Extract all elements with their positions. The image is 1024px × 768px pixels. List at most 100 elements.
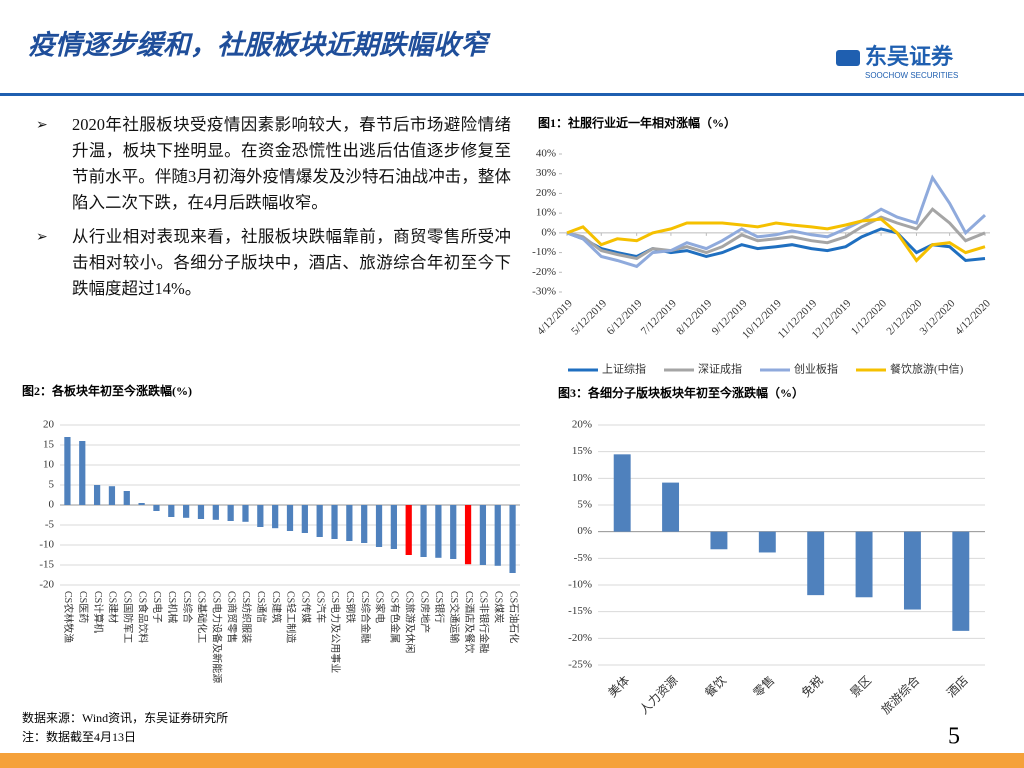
bar [405, 505, 412, 555]
bar [346, 505, 353, 541]
y-tick-label: -25% [568, 659, 592, 671]
bar [108, 486, 116, 505]
line-series [566, 207, 986, 261]
x-tick-label: CS煤炭 [492, 591, 505, 623]
y-tick-label: -20 [39, 579, 54, 591]
bar [855, 531, 873, 598]
x-tick-label: 旅游综合 [878, 672, 923, 717]
bar [316, 505, 323, 537]
line-series [566, 217, 986, 263]
legend-label: 餐饮旅游(中信) [890, 362, 964, 376]
x-tick-label: CS酒店及餐饮 [463, 591, 476, 653]
logo-icon [836, 50, 860, 66]
x-tick-label: CS建筑 [270, 591, 283, 623]
x-tick-label: 4/12/2020 [953, 297, 993, 337]
x-tick-label: CS家电 [374, 591, 387, 623]
x-tick-label: 景区 [847, 673, 874, 700]
legend-label: 创业板指 [794, 362, 838, 376]
bar [464, 505, 472, 565]
x-tick-label: CS钢铁 [344, 591, 357, 623]
bar [64, 437, 71, 505]
bar [331, 505, 338, 539]
bar [301, 505, 308, 533]
y-tick-label: 20% [536, 187, 556, 199]
x-tick-label: CS农林牧渔 [62, 591, 75, 643]
x-tick-label: CS国防军工 [121, 591, 134, 643]
x-tick-label: CS综合金融 [359, 591, 372, 643]
y-tick-label: -20% [532, 266, 556, 278]
x-tick-label: CS食品饮料 [136, 591, 149, 643]
y-tick-label: 5 [49, 479, 55, 491]
bar [420, 505, 427, 557]
x-tick-label: 7/12/2019 [639, 297, 679, 337]
logo-subtext: SOOCHOW SECURITIES [865, 71, 958, 80]
bar [435, 505, 442, 558]
x-tick-label: 3/12/2020 [917, 297, 957, 337]
bar [390, 505, 397, 549]
y-tick-label: -10% [532, 246, 556, 258]
footer-bar [0, 753, 1024, 768]
slide-title: 疫情逐步缓和，社服板块近期跌幅收窄 [28, 30, 491, 60]
header-rule [0, 93, 1024, 96]
x-tick-label: 8/12/2019 [674, 297, 714, 337]
x-tick-label: 酒店 [944, 673, 971, 700]
bar [361, 505, 368, 543]
line-series [566, 227, 986, 263]
x-tick-label: CS商贸零售 [225, 591, 238, 643]
x-tick-label: CS石油石化 [507, 591, 520, 643]
x-tick-label: CS电力设备及新能源 [211, 591, 224, 683]
y-tick-label: 20 [43, 419, 55, 431]
x-tick-label: 零售 [750, 672, 778, 700]
y-tick-label: 10% [572, 472, 592, 484]
footer-source: 数据来源：Wind资讯，东吴证券研究所 [22, 710, 228, 725]
bar [272, 505, 279, 529]
y-tick-label: 15 [43, 439, 55, 451]
x-tick-label: CS医药 [77, 591, 89, 623]
bar [613, 454, 631, 532]
chart-title: 图1：社服行业近一年相对涨幅（%） [538, 115, 736, 130]
x-tick-label: CS银行 [433, 591, 446, 623]
x-tick-label: CS机械 [166, 591, 179, 623]
y-tick-label: 10 [43, 459, 55, 471]
y-tick-label: 30% [536, 167, 556, 179]
x-tick-label: CS电力及公用事业 [329, 591, 342, 673]
y-tick-label: -15 [39, 559, 54, 571]
page-number: 5 [948, 724, 960, 750]
bar [168, 505, 175, 517]
bar [286, 505, 294, 531]
y-tick-label: -5 [45, 519, 55, 531]
x-tick-label: CS房地产 [418, 591, 431, 633]
bullet: 2020年社服板块受疫情因素影响较大，春节后市场避险情绪升温，板块下挫明显。在资… [36, 112, 511, 216]
bar [952, 531, 970, 631]
x-tick-label: 4/12/2019 [535, 297, 575, 337]
y-tick-label: -10% [568, 579, 592, 591]
footer-note: 注：数据截至4月13日 [22, 729, 136, 744]
x-tick-label: CS通信 [255, 591, 267, 623]
bar [710, 531, 728, 550]
bar [479, 505, 487, 565]
x-tick-label: CS基础化工 [196, 591, 209, 643]
legend-label: 上证综指 [602, 362, 646, 376]
bar [807, 531, 825, 596]
y-tick-label: 0 [49, 499, 55, 511]
bar [494, 505, 501, 566]
y-tick-label: 5% [577, 499, 592, 511]
x-tick-label: CS有色金属 [389, 591, 402, 643]
bar [375, 505, 383, 547]
bar [758, 531, 776, 553]
x-tick-label: CS轻工制造 [285, 591, 298, 643]
chart-title: 图2：各板块年初至今涨跌幅(%) [22, 383, 192, 398]
line-series [566, 174, 987, 269]
bullet-list: 2020年社服板块受疫情因素影响较大，春节后市场避险情绪升温，板块下挫明显。在资… [36, 112, 511, 310]
x-tick-label: 1/12/2020 [849, 297, 889, 337]
bar [212, 505, 219, 520]
x-tick-label: CS计算机 [92, 591, 105, 633]
y-tick-label: -10 [39, 539, 54, 551]
bar [197, 505, 205, 519]
bar [227, 505, 234, 521]
x-tick-label: CS纺织服装 [240, 591, 253, 643]
x-tick-label: 美体 [605, 673, 632, 700]
y-tick-label: 0% [541, 226, 556, 238]
bar [257, 505, 264, 527]
y-tick-label: 0% [577, 525, 592, 537]
